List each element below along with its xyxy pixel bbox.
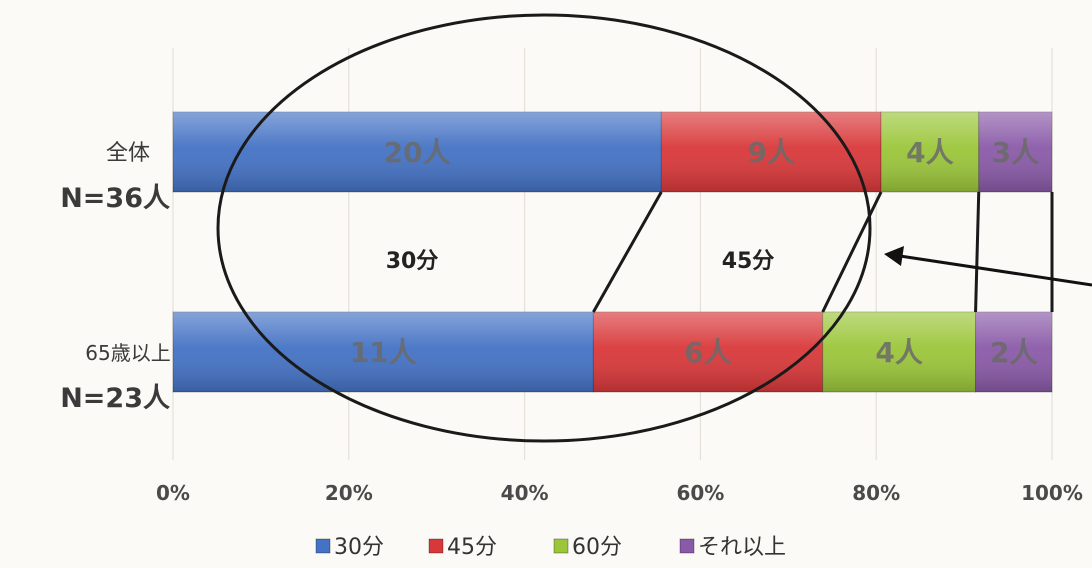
category-n-label: N=36人 — [60, 183, 170, 214]
bar-segment-sheen — [881, 112, 979, 192]
category-label: 全体 — [106, 141, 150, 166]
legend-label: 45分 — [447, 535, 497, 560]
legend-swatch — [553, 538, 569, 554]
labels: 0% 20% 40% 60% 80% 100% 20人 9人 4人 3人 全体 N=36人 11人 6人 4… — [60, 136, 1083, 505]
bar-segment-sheen — [978, 112, 1052, 192]
annotations — [216, 13, 1092, 443]
data-label: 3人 — [992, 136, 1039, 169]
legend-swatch — [679, 538, 695, 554]
category-n-label: N=23人 — [60, 383, 170, 414]
bar-segment-sheen — [593, 312, 823, 392]
arrow-line — [899, 254, 1092, 287]
connector-lines — [592, 191, 1054, 313]
x-tick-label: 20% — [325, 481, 373, 505]
legend: 30分 45分 60分 それ以上 — [315, 535, 786, 560]
legend-swatch — [315, 538, 331, 554]
bar-segment-sheen — [173, 112, 662, 192]
connector-line — [821, 191, 883, 313]
data-label: 11人 — [350, 336, 417, 369]
x-tick-label: 40% — [501, 481, 549, 505]
x-tick-label: 100% — [1021, 481, 1083, 505]
bar-segment-sheen — [661, 112, 882, 192]
x-tick-label: 60% — [676, 481, 724, 505]
bar-segment-sheen — [822, 312, 976, 392]
data-label: 2人 — [990, 336, 1037, 369]
legend-swatch — [428, 538, 444, 554]
data-label: 6人 — [684, 336, 731, 369]
connector-line — [592, 191, 663, 313]
annotation-label: 30分 — [386, 249, 439, 274]
bars — [172, 111, 1053, 393]
legend-label: それ以上 — [698, 535, 786, 560]
grid-lines — [172, 48, 1053, 460]
x-tick-label: 80% — [852, 481, 900, 505]
bar-segment-sheen — [975, 312, 1052, 392]
legend-label: 60分 — [572, 535, 622, 560]
legend-label: 30分 — [334, 535, 384, 560]
data-label: 9人 — [747, 136, 794, 169]
bar-segment-sheen — [173, 312, 594, 392]
data-label: 4人 — [906, 136, 953, 169]
annotation-label: 45分 — [722, 249, 775, 274]
arrow-head — [884, 246, 904, 266]
highlight-ellipse — [216, 13, 872, 443]
connector-line — [974, 191, 981, 313]
category-label: 65歳以上 — [85, 341, 170, 365]
data-label: 20人 — [384, 136, 451, 169]
x-tick-label: 0% — [156, 481, 190, 505]
data-label: 4人 — [875, 336, 922, 369]
